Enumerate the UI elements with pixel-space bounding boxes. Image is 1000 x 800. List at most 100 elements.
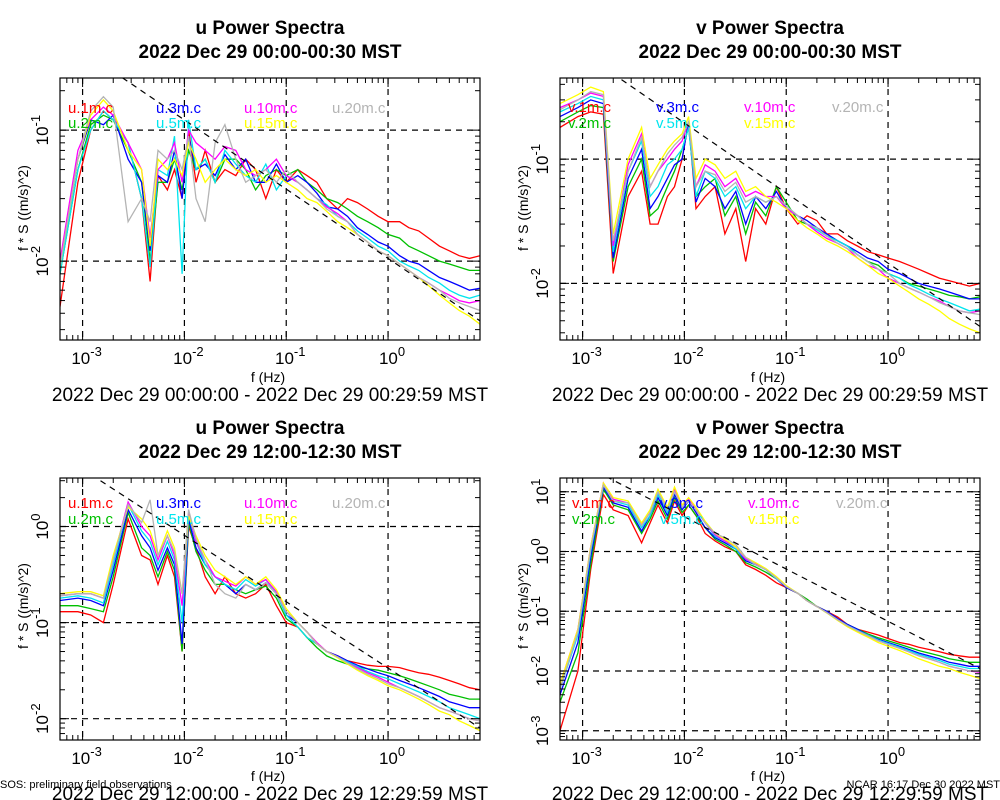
tick-label: 10-3: [71, 344, 101, 368]
legend-entry: u.1m.c: [68, 100, 114, 117]
legend-entry: u.3m.c: [156, 495, 202, 512]
legend-entry: v.3m.c: [660, 495, 704, 512]
panel-v-spectra-1200: v Power Spectra 2022 Dec 29 12:00-12:30 M…: [515, 418, 989, 800]
reference-slope-line: [100, 480, 480, 729]
tick-label: 10-1: [275, 344, 305, 368]
tick-label: 10-1: [528, 596, 552, 626]
y-axis-label: f * S ((m/s)^2): [15, 165, 31, 251]
panel-u-spectra-1200: u Power Spectra 2022 Dec 29 12:00-12:30 M…: [15, 418, 489, 800]
tick-label: 100: [28, 513, 52, 539]
tick-label: 100: [379, 344, 405, 368]
x-axis-label: f (Hz): [251, 369, 285, 385]
tick-label: 100: [879, 344, 905, 368]
legend-entry: v.5m.c: [660, 511, 704, 528]
series-line-u-5m-c: [60, 110, 480, 299]
series-line-v-1m-c: [560, 492, 980, 731]
tick-label: 101: [528, 479, 552, 505]
series-group: [60, 480, 480, 732]
legend-entry: v.5m.c: [656, 115, 700, 132]
tick-label: 10-2: [28, 246, 52, 276]
series-line-u-1m-c: [60, 110, 480, 307]
tick-label: 10-2: [28, 703, 52, 733]
time-range-label: 2022 Dec 29 00:00:00 - 2022 Dec 29 00:29…: [52, 385, 489, 406]
tick-label: 100: [379, 744, 405, 768]
series-group: [560, 478, 980, 731]
chart-subtitle: 2022 Dec 29 00:00-00:30 MST: [639, 42, 902, 63]
legend-entry: u.3m.c: [156, 100, 202, 117]
legend-entry: v.15m.c: [744, 115, 796, 132]
legend-entry: v.2m.c: [572, 511, 616, 528]
legend-entry: u.5m.c: [156, 115, 202, 132]
legend-entry: u.20m.c: [332, 495, 386, 512]
legend-entry: u.15m.c: [244, 511, 298, 528]
chart-subtitle: 2022 Dec 29 12:00-12:30 MST: [639, 442, 902, 463]
series-line-v-1m-c: [560, 111, 980, 287]
legend-entry: u.10m.c: [244, 495, 298, 512]
tick-label: 100: [528, 538, 552, 564]
tick-label: 10-1: [28, 115, 52, 145]
tick-label: 10-3: [528, 716, 552, 746]
chart-title: u Power Spectra: [196, 18, 345, 39]
chart-title: u Power Spectra: [196, 418, 345, 439]
legend-entry: v.15m.c: [748, 511, 800, 528]
tick-label: 10-2: [673, 744, 703, 768]
panel-u-spectra-0000: u Power Spectra 2022 Dec 29 00:00-00:30 M…: [15, 18, 489, 406]
y-axis-label: f * S ((m/s)^2): [515, 165, 531, 251]
tick-label: 10-3: [571, 744, 601, 768]
reference-slope-line: [121, 78, 480, 322]
legend-entry: v.20m.c: [836, 495, 888, 512]
series-line-v-2m-c: [560, 104, 980, 300]
series-line-u-1m-c: [60, 516, 480, 691]
series-line-u-20m-c: [60, 499, 480, 722]
series-group: [560, 78, 980, 334]
legend-entry: u.5m.c: [156, 511, 202, 528]
series-line-u-5m-c: [60, 502, 480, 720]
footer-left: SOS: preliminary field observations: [0, 779, 172, 791]
x-axis-label: f (Hz): [251, 768, 285, 784]
chart-title: v Power Spectra: [696, 418, 844, 439]
tick-label: 10-2: [673, 344, 703, 368]
legend-entry: v.1m.c: [568, 99, 612, 116]
series-line-v-15m-c: [560, 481, 980, 685]
legend-entry: v.1m.c: [572, 495, 616, 512]
legend-entry: u.2m.c: [68, 511, 114, 528]
y-axis-label: f * S ((m/s)^2): [15, 563, 31, 649]
reference-slope-line: [607, 478, 980, 670]
series-line-u-20m-c: [60, 95, 480, 312]
series-group: [60, 78, 480, 325]
x-axis-label: f (Hz): [751, 369, 785, 385]
legend-entry: v.3m.c: [656, 99, 700, 116]
series-line-v-2m-c: [560, 487, 980, 703]
chart-subtitle: 2022 Dec 29 00:00-00:30 MST: [139, 42, 402, 63]
legend-entry: u.10m.c: [244, 100, 298, 117]
legend-entry: u.20m.c: [332, 100, 386, 117]
tick-label: 10-2: [528, 268, 552, 298]
time-range-label: 2022 Dec 29 12:00:00 - 2022 Dec 29 12:29…: [52, 784, 489, 800]
legend-entry: u.15m.c: [244, 115, 298, 132]
time-range-label: 2022 Dec 29 12:00:00 - 2022 Dec 29 12:29…: [552, 784, 989, 800]
x-axis-label: f (Hz): [751, 768, 785, 784]
legend-entry: v.10m.c: [748, 495, 800, 512]
tick-label: 10-3: [571, 344, 601, 368]
legend-entry: u.1m.c: [68, 495, 114, 512]
tick-label: 100: [879, 744, 905, 768]
tick-label: 10-2: [528, 656, 552, 686]
tick-label: 10-1: [775, 744, 805, 768]
tick-label: 10-1: [528, 144, 552, 174]
series-line-u-2m-c: [60, 114, 480, 274]
legend-entry: v.2m.c: [568, 115, 612, 132]
series-line-u-3m-c: [60, 114, 480, 291]
legend-entry: u.2m.c: [68, 115, 114, 132]
chart-title: v Power Spectra: [696, 18, 844, 39]
tick-label: 10-1: [28, 607, 52, 637]
tick-label: 10-3: [71, 744, 101, 768]
legend-entry: v.20m.c: [832, 99, 884, 116]
chart-subtitle: 2022 Dec 29 12:00-12:30 MST: [139, 442, 402, 463]
legend-entry: v.10m.c: [744, 99, 796, 116]
tick-label: 10-2: [173, 744, 203, 768]
series-line-u-15m-c: [60, 505, 480, 732]
series-line-v-20m-c: [560, 483, 980, 690]
tick-label: 10-1: [275, 744, 305, 768]
panel-v-spectra-0000: v Power Spectra 2022 Dec 29 00:00-00:30 M…: [515, 18, 989, 406]
